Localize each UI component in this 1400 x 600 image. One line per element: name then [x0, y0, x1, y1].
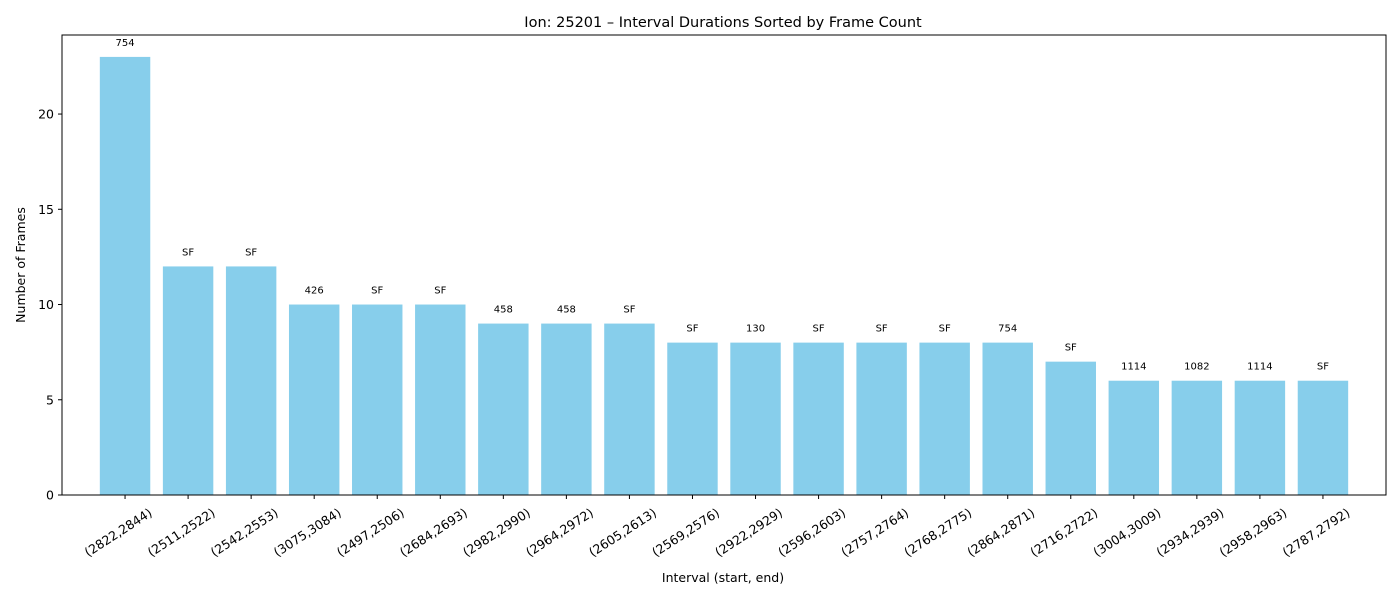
x-tick-label: (2497,2506) — [334, 505, 407, 560]
bar-value-label: 1082 — [1184, 362, 1209, 373]
bar — [1171, 380, 1223, 495]
x-tick-label: (2982,2990) — [460, 505, 533, 560]
x-tick-label: (2934,2939) — [1153, 505, 1226, 560]
x-tick-label: (2768,2775) — [901, 505, 974, 560]
bar-value-label: 130 — [746, 324, 765, 335]
bar-value-label: SF — [939, 324, 951, 335]
bar-value-label: 754 — [998, 324, 1017, 335]
bar-value-label: SF — [876, 324, 888, 335]
y-tick-label: 15 — [38, 202, 54, 217]
bar — [1234, 380, 1286, 495]
y-tick-label: 10 — [38, 297, 54, 312]
chart-title: Ion: 25201 – Interval Durations Sorted b… — [524, 15, 922, 31]
bar-labels-group: 754 SF SF 426 SF SF 458 458 SF SF 130 SF SF SF 754 SF 11… — [116, 38, 1330, 373]
x-tick-label: (2596,2603) — [775, 505, 848, 560]
bar — [793, 342, 844, 495]
x-tick-label: (2569,2576) — [649, 505, 722, 560]
x-tick-label: (2864,2871) — [964, 505, 1037, 560]
bar — [415, 304, 466, 495]
bar-value-label: 754 — [116, 38, 135, 49]
bar-value-label: SF — [1317, 362, 1329, 373]
bar — [982, 342, 1033, 495]
bar-value-label: 458 — [557, 305, 576, 316]
x-tick-label: (2542,2553) — [208, 505, 281, 560]
bar-value-label: SF — [182, 247, 194, 258]
bar — [1297, 380, 1349, 495]
x-axis-label: Interval (start, end) — [662, 570, 784, 585]
bar — [288, 304, 340, 495]
bar — [919, 342, 970, 495]
x-tick-label: (2822,2844) — [82, 505, 155, 560]
bar — [1045, 361, 1096, 495]
bar — [541, 323, 592, 495]
bar-value-label: SF — [371, 286, 383, 297]
bar — [1108, 380, 1160, 495]
bar — [352, 304, 403, 495]
bar-value-label: SF — [813, 324, 825, 335]
bar-value-label: SF — [245, 247, 257, 258]
bar — [99, 56, 151, 496]
y-tick-label: 5 — [46, 392, 54, 407]
x-tick-label: (3004,3009) — [1090, 505, 1163, 560]
plot-frame — [61, 34, 1387, 496]
bar-value-label: SF — [686, 324, 698, 335]
x-tick-label: (2958,2963) — [1216, 505, 1289, 560]
bar — [730, 342, 781, 495]
bar — [478, 323, 529, 495]
bar-value-label: SF — [623, 305, 635, 316]
bar — [604, 323, 655, 495]
x-tick-label: (3075,3084) — [271, 505, 344, 560]
bar-value-label: SF — [1065, 343, 1077, 354]
bar — [162, 266, 214, 495]
y-tick-label: 20 — [38, 107, 54, 122]
x-tick-label: (2964,2972) — [523, 505, 596, 560]
bar-value-label: 1114 — [1247, 362, 1272, 373]
x-tick-label: (2922,2929) — [712, 505, 785, 560]
bar — [856, 342, 907, 495]
x-tick-label: (2511,2522) — [145, 505, 218, 560]
bar — [667, 342, 718, 495]
x-tick-label: (2787,2792) — [1280, 505, 1353, 560]
x-tick-label: (2684,2693) — [397, 505, 470, 560]
bar — [225, 266, 277, 495]
x-tick-label: (2716,2722) — [1027, 505, 1100, 560]
bar-value-label: 458 — [494, 305, 513, 316]
bars-group — [99, 56, 1349, 496]
x-axis: (2822,2844)(2511,2522)(2542,2553)(3075,3… — [82, 495, 1353, 560]
x-tick-label: (2605,2613) — [586, 505, 659, 560]
y-axis-label: Number of Frames — [13, 207, 28, 323]
y-tick-label: 0 — [46, 488, 54, 503]
x-tick-label: (2757,2764) — [838, 505, 911, 560]
y-axis: 0 5 10 15 20 — [38, 107, 62, 503]
bar-value-label: 426 — [305, 286, 324, 297]
bar-value-label: SF — [434, 286, 446, 297]
bar-value-label: 1114 — [1121, 362, 1146, 373]
